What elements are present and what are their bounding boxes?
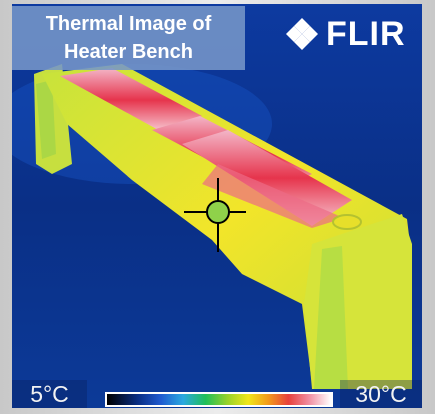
flir-logo-text: FLIR xyxy=(326,15,406,53)
heater-pad-3 xyxy=(182,130,352,226)
thermal-scene xyxy=(12,4,422,408)
temperature-color-scale xyxy=(105,392,333,407)
scale-max-label: 30°C xyxy=(340,380,422,408)
title-line-2: Heater Bench xyxy=(64,41,193,63)
bench-leg-right-shade xyxy=(314,246,348,389)
heater-pad-1 xyxy=(60,68,202,132)
bench-leg-left-shade xyxy=(36,80,56,159)
image-title: Thermal Image of Heater Bench xyxy=(12,6,245,70)
measurement-crosshair xyxy=(184,178,246,252)
thermal-image xyxy=(12,4,422,408)
flir-logo: FLIR xyxy=(284,12,406,56)
flir-emblem-icon xyxy=(286,18,318,50)
heater-pad-edge xyxy=(202,164,344,228)
title-line-1: Thermal Image of xyxy=(45,13,212,35)
bench-end-cap xyxy=(332,214,362,230)
scale-min-label: 5°C xyxy=(12,380,87,408)
